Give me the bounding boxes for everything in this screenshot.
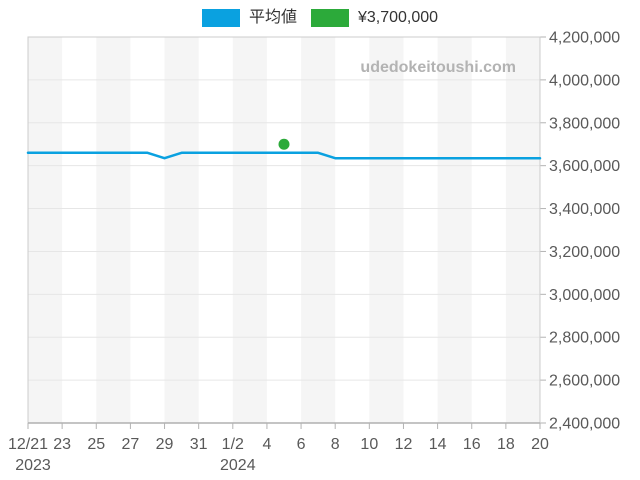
y-axis-label: 4,200,000	[549, 30, 620, 47]
price-marker-dot	[278, 138, 290, 150]
y-axis-label: 3,800,000	[549, 115, 620, 132]
x-axis-label: 18	[497, 436, 515, 453]
x-axis-label: 29	[156, 436, 174, 453]
y-axis-label: 2,600,000	[549, 373, 620, 390]
x-axis-label: 20	[531, 436, 549, 453]
plot-band	[369, 37, 404, 423]
x-axis-label: 14	[429, 436, 447, 453]
x-axis-label: 31	[190, 436, 208, 453]
average-price-line	[26, 151, 542, 160]
plot-band	[301, 37, 336, 423]
x-axis-label: 1/2	[222, 436, 244, 453]
x-axis-label: 8	[331, 436, 340, 453]
x-axis-label: 27	[122, 436, 140, 453]
x-axis-year-label: 2023	[15, 457, 51, 474]
x-axis-label: 12/21	[8, 436, 48, 453]
x-axis-label: 4	[262, 436, 271, 453]
watermark: udedokeitoushi.com	[360, 59, 516, 76]
legend-item-marker-price[interactable]: ¥3,700,000	[310, 8, 439, 28]
x-axis-label: 10	[360, 436, 378, 453]
chart-legend: 平均値 ¥3,700,000	[0, 7, 640, 29]
plot-band	[232, 37, 267, 423]
plot-band	[505, 37, 540, 423]
plot-band	[437, 37, 472, 423]
plot-band	[164, 37, 199, 423]
y-axis-label: 3,400,000	[549, 201, 620, 218]
plot-band	[96, 37, 131, 423]
y-axis-label: 3,000,000	[549, 287, 620, 304]
y-axis-label: 4,000,000	[549, 72, 620, 89]
x-axis-label: 23	[53, 436, 71, 453]
legend-label-average: 平均値	[248, 9, 297, 26]
y-axis-label: 2,800,000	[549, 330, 620, 347]
legend-label-marker-price: ¥3,700,000	[357, 9, 439, 26]
x-axis-label: 12	[395, 436, 413, 453]
y-axis-label: 2,400,000	[549, 416, 620, 433]
legend-swatch-marker-price	[310, 9, 349, 27]
legend-swatch-average	[201, 9, 240, 27]
x-axis-year-label: 2024	[220, 457, 256, 474]
y-axis-label: 3,600,000	[549, 158, 620, 175]
plot-band	[28, 37, 63, 423]
x-axis-label: 25	[87, 436, 105, 453]
legend-item-average[interactable]: 平均値	[201, 8, 297, 28]
y-axis-label: 3,200,000	[549, 244, 620, 261]
x-axis-label: 16	[463, 436, 481, 453]
x-axis-label: 6	[297, 436, 306, 453]
